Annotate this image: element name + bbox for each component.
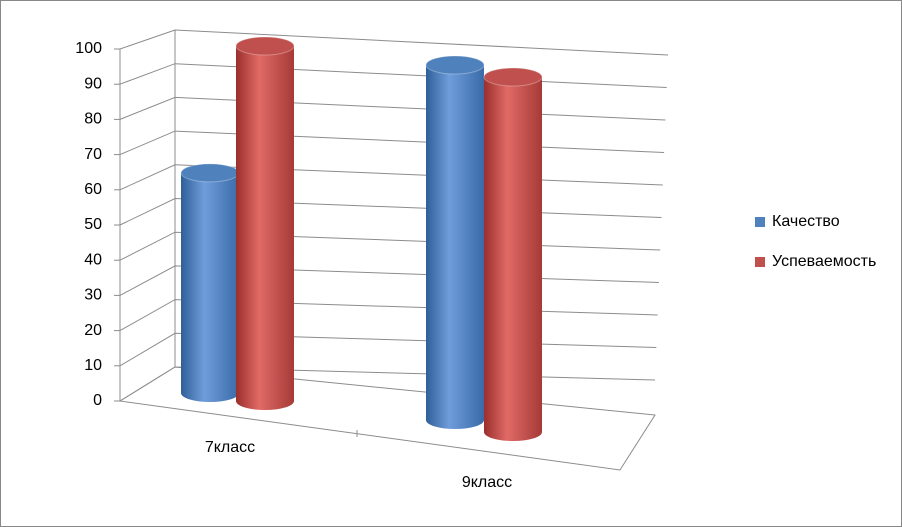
- bar-top: [180, 163, 240, 183]
- legend-swatch: [755, 257, 765, 267]
- y-tick-label: 100: [75, 40, 102, 57]
- bar-top: [235, 36, 295, 56]
- bar: [236, 46, 294, 410]
- y-tick-label: 10: [84, 357, 102, 374]
- y-tick-label: 30: [84, 287, 102, 304]
- y-tick-label: 60: [84, 181, 102, 198]
- legend-label: Качество: [772, 213, 840, 230]
- legend-label: Успеваемость: [772, 253, 876, 270]
- y-tick-label: 80: [84, 111, 102, 128]
- bar-top: [425, 55, 485, 75]
- x-tick-label: 9класс: [462, 474, 512, 491]
- y-tick-label: 70: [84, 146, 102, 163]
- y-tick-label: 50: [84, 216, 102, 233]
- bar-top: [483, 67, 543, 87]
- y-tick-label: 40: [84, 251, 102, 268]
- bar: [181, 172, 239, 402]
- bar: [426, 65, 484, 429]
- legend-swatch: [755, 217, 765, 227]
- y-tick-label: 0: [93, 392, 102, 409]
- x-tick-label: 7класс: [205, 439, 255, 456]
- bar: [484, 77, 542, 441]
- y-tick-label: 90: [84, 75, 102, 92]
- y-tick-label: 20: [84, 322, 102, 339]
